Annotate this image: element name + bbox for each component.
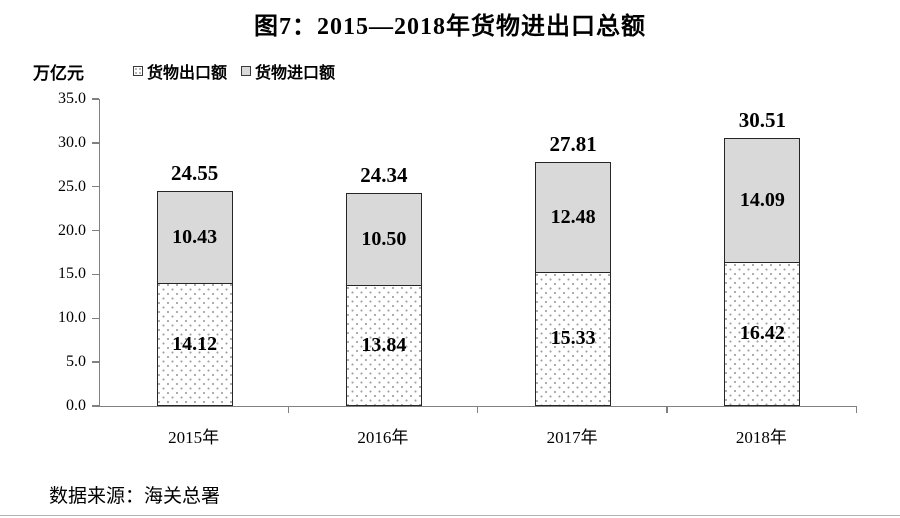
- bar-segment-import-2015年: 10.43: [156, 190, 233, 284]
- y-axis-tick-label: 30.0: [58, 133, 86, 151]
- y-axis-tick-label: 5.0: [66, 353, 86, 371]
- bar-segment-import-2018年: 14.09: [724, 138, 801, 264]
- y-axis-tick-label: 35.0: [58, 90, 86, 107]
- y-axis-tick: [92, 361, 99, 363]
- x-axis-label-2017年: 2017年: [546, 428, 598, 447]
- y-axis-unit-label: 万亿元: [33, 64, 84, 83]
- legend-label-export: 货物出口额: [147, 65, 228, 82]
- bar-total-label-2017年: 27.81: [549, 132, 597, 157]
- y-axis-tick-label: 10.0: [58, 309, 86, 327]
- x-axis-tick: [287, 407, 290, 413]
- legend-label-import: 货物进口额: [255, 65, 336, 82]
- bar-segment-export-2016年: 13.84: [345, 284, 422, 406]
- page-bottom-divider: [0, 515, 900, 516]
- y-axis-tick: [92, 98, 99, 100]
- x-axis-tick: [666, 407, 668, 413]
- x-axis-label-2018年: 2018年: [735, 428, 787, 447]
- chart-legend: 货物出口额 货物进口额: [133, 59, 335, 83]
- x-axis-label-2016年: 2016年: [357, 428, 409, 447]
- x-axis-tick: [855, 407, 857, 413]
- import-series-swatch-icon: [241, 66, 252, 76]
- y-axis-tick: [92, 317, 99, 319]
- bar-total-label-2016年: 24.34: [360, 162, 408, 187]
- y-axis-tick: [92, 229, 99, 232]
- y-axis-tick-label: 25.0: [58, 177, 86, 195]
- bar-segment-import-2016年: 10.50: [345, 192, 422, 287]
- chart-title: 图7：2015—2018年货物进出口总额: [254, 14, 646, 40]
- y-axis-tick: [92, 186, 99, 188]
- y-axis-tick: [92, 405, 99, 407]
- bar-total-label-2018年: 30.51: [738, 108, 786, 133]
- y-axis-tick-label: 20.0: [58, 221, 86, 239]
- y-axis-tick-label: 15.0: [58, 265, 86, 283]
- y-axis-tick: [92, 142, 99, 144]
- x-axis-label-2015年: 2015年: [168, 428, 220, 447]
- legend-item-export: 货物出口额: [133, 59, 227, 83]
- source-note: 数据来源：海关总署: [49, 486, 221, 507]
- legend-item-import: 货物进口额: [241, 59, 335, 83]
- plot-area: 14.12 10.43 24.55 13.84 10.50 24.34 15.33 12.48…: [92, 98, 857, 413]
- export-series-swatch-icon: [133, 66, 143, 76]
- y-axis-tick-label: 0.0: [66, 397, 86, 414]
- bar-segment-import-2017年: 12.48: [535, 162, 612, 273]
- bar-segment-export-2018年: 16.42: [724, 261, 801, 406]
- y-axis-tick: [92, 273, 99, 276]
- bar-total-label-2015年: 24.55: [171, 160, 219, 185]
- x-axis-tick: [477, 407, 479, 413]
- bar-segment-export-2017年: 15.33: [535, 271, 612, 406]
- bar-segment-export-2015年: 14.12: [156, 282, 233, 406]
